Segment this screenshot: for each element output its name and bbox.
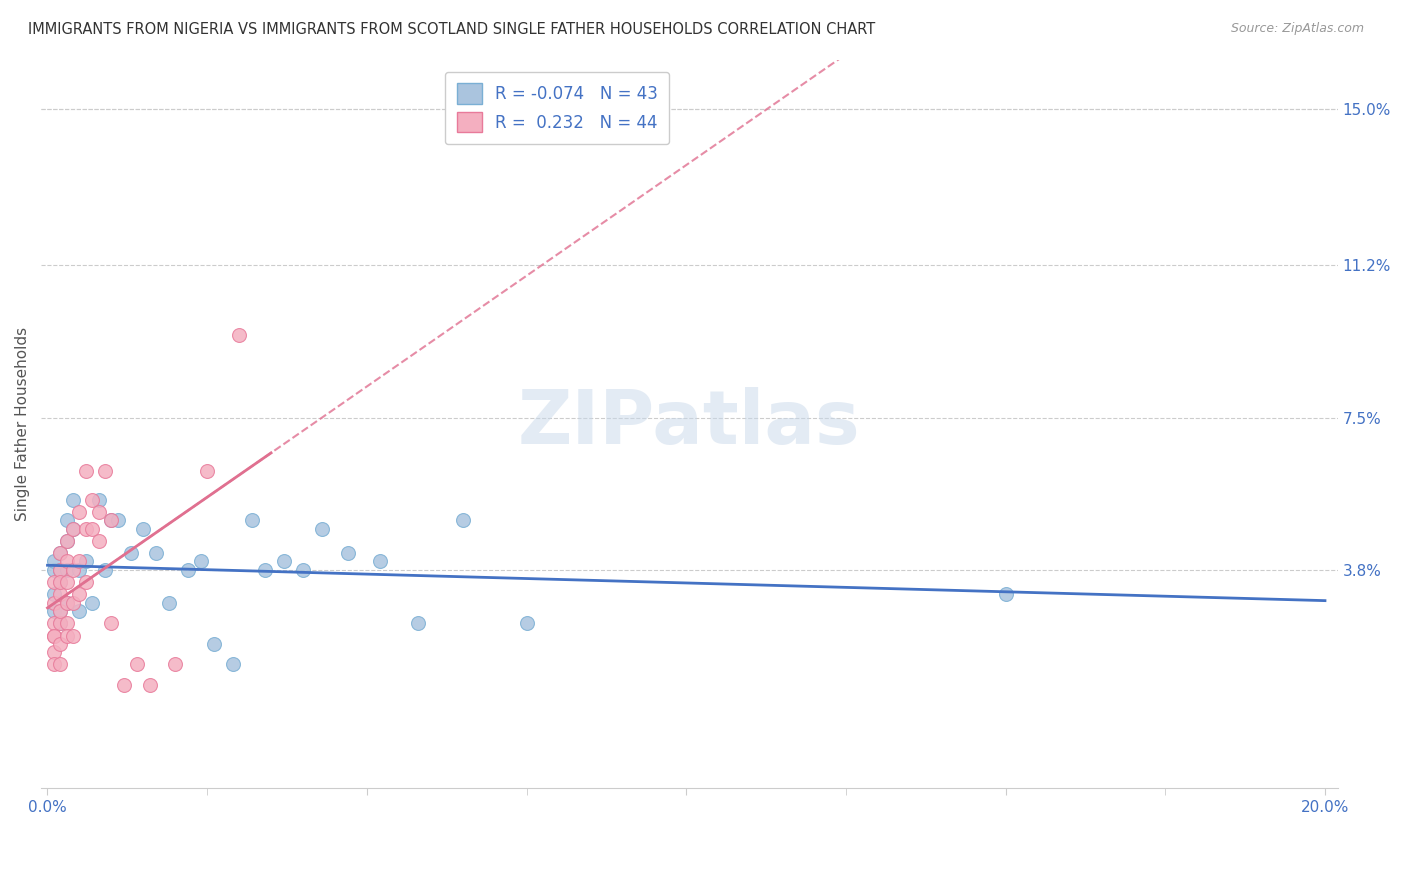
Point [62, 522, 84, 536]
Point [49, 563, 72, 577]
Point [253, 563, 276, 577]
Point [87, 533, 110, 548]
Point [406, 616, 429, 631]
Point [157, 596, 180, 610]
Point [49, 604, 72, 618]
Point [165, 657, 187, 672]
Point [42, 575, 65, 590]
Point [100, 513, 122, 527]
Point [62, 492, 84, 507]
Point [42, 616, 65, 631]
Point [112, 678, 135, 692]
Point [49, 657, 72, 672]
Point [202, 637, 225, 651]
Point [222, 657, 245, 672]
Point [82, 596, 104, 610]
Point [145, 546, 167, 560]
Point [49, 616, 72, 631]
Point [42, 563, 65, 577]
Point [55, 554, 77, 568]
Point [75, 575, 97, 590]
Point [55, 596, 77, 610]
Legend: R = -0.074   N = 43, R =  0.232   N = 44: R = -0.074 N = 43, R = 0.232 N = 44 [444, 71, 669, 144]
Point [55, 628, 77, 642]
Point [516, 616, 538, 631]
Point [87, 505, 110, 519]
Point [67, 505, 90, 519]
Point [94, 563, 117, 577]
Point [107, 513, 129, 527]
Point [336, 546, 359, 560]
Point [177, 563, 200, 577]
Point [75, 464, 97, 478]
Point [42, 645, 65, 659]
Point [368, 554, 391, 568]
Text: IMMIGRANTS FROM NIGERIA VS IMMIGRANTS FROM SCOTLAND SINGLE FATHER HOUSEHOLDS COR: IMMIGRANTS FROM NIGERIA VS IMMIGRANTS FR… [28, 22, 876, 37]
Point [42, 587, 65, 601]
Point [94, 464, 117, 478]
Point [55, 513, 77, 527]
Point [55, 596, 77, 610]
Point [67, 604, 90, 618]
Point [138, 678, 160, 692]
Point [125, 657, 148, 672]
Point [67, 587, 90, 601]
Point [75, 522, 97, 536]
Point [49, 637, 72, 651]
Point [49, 546, 72, 560]
Point [311, 522, 333, 536]
Point [994, 587, 1017, 601]
Point [42, 554, 65, 568]
Point [42, 628, 65, 642]
Point [55, 563, 77, 577]
Point [67, 554, 90, 568]
Point [195, 464, 218, 478]
Point [49, 575, 72, 590]
Point [42, 657, 65, 672]
Point [273, 554, 295, 568]
Point [42, 628, 65, 642]
Point [82, 522, 104, 536]
Text: Source: ZipAtlas.com: Source: ZipAtlas.com [1230, 22, 1364, 36]
Point [55, 533, 77, 548]
Point [55, 533, 77, 548]
Point [42, 596, 65, 610]
Text: ZIPatlas: ZIPatlas [519, 387, 860, 460]
Point [62, 522, 84, 536]
Point [62, 596, 84, 610]
Point [120, 546, 142, 560]
Point [451, 513, 474, 527]
Point [49, 604, 72, 618]
Point [67, 563, 90, 577]
Point [49, 587, 72, 601]
Point [62, 628, 84, 642]
Point [228, 328, 250, 343]
Point [292, 563, 315, 577]
Point [49, 575, 72, 590]
Point [49, 563, 72, 577]
Point [62, 563, 84, 577]
Point [49, 616, 72, 631]
Point [240, 513, 263, 527]
Point [87, 492, 110, 507]
Y-axis label: Single Father Households: Single Father Households [15, 326, 30, 521]
Point [190, 554, 212, 568]
Point [82, 492, 104, 507]
Point [132, 522, 155, 536]
Point [75, 554, 97, 568]
Point [100, 616, 122, 631]
Point [49, 563, 72, 577]
Point [49, 546, 72, 560]
Point [55, 616, 77, 631]
Point [55, 575, 77, 590]
Point [100, 513, 122, 527]
Point [42, 604, 65, 618]
